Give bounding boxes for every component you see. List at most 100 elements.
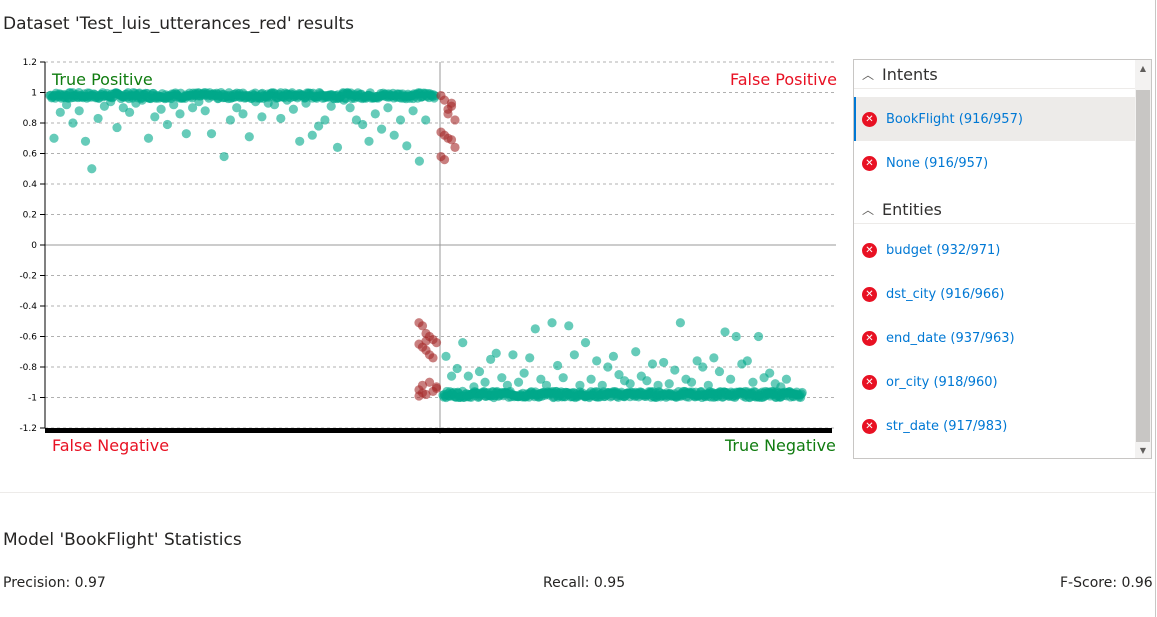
true-negative-point — [525, 353, 535, 363]
true-negative-point — [631, 347, 641, 357]
true-negative-point — [530, 324, 540, 334]
intent-item[interactable]: ✕ BookFlight (916/957) — [854, 97, 1135, 141]
false-negative-point — [431, 338, 442, 348]
entity-item[interactable]: ✕ str_date (917/983) — [854, 404, 1135, 448]
false-negative-point — [417, 321, 428, 331]
entity-item-label: end_date (937/963) — [886, 330, 1015, 346]
true-positive-point — [87, 164, 97, 174]
true-negative-point — [592, 356, 602, 366]
true-negative-point — [647, 359, 658, 369]
y-tick-label: 0.4 — [23, 180, 38, 190]
error-x-icon: ✕ — [862, 374, 877, 390]
y-tick-label: -0.2 — [19, 272, 37, 282]
entities-list: ✕ budget (932/971) ✕ dst_city (916/966) ✕ end… — [854, 228, 1135, 448]
true-positive-point — [99, 101, 109, 111]
scroll-down-icon[interactable]: ▼ — [1139, 445, 1147, 455]
intent-item[interactable]: ✕ None (916/957) — [854, 141, 1135, 185]
recall-stat: Recall: 0.95 — [543, 575, 626, 591]
true-negative-point — [742, 356, 752, 366]
false-negative-point — [421, 336, 431, 346]
false-positive-point — [450, 115, 460, 125]
true-positive-point — [408, 106, 418, 116]
true-negative-point — [564, 321, 574, 331]
entity-item[interactable]: ✕ dst_city (916/966) — [854, 272, 1135, 316]
true-negative-point — [603, 362, 613, 372]
quadrant-label-true-negative: True Negative — [725, 436, 836, 455]
true-negative-point — [709, 353, 719, 363]
true-negative-point — [519, 368, 529, 378]
true-negative-point — [513, 377, 524, 387]
quadrant-label-true-positive: True Positive — [52, 70, 153, 89]
scatter-chart: 1.2 1 0.8 0.6 0.4 0.2 0 -0.2 -0.4 -0.6 -0.8 -1 -1.2 … — [0, 52, 850, 462]
true-positive-point — [62, 100, 72, 110]
true-positive-point — [225, 115, 235, 125]
chart-svg: 1.2 1 0.8 0.6 0.4 0.2 0 -0.2 -0.4 -0.6 -0.8 -1 -1.2 — [19, 58, 836, 434]
false-negative-point — [414, 391, 424, 401]
true-positive-point — [188, 103, 198, 113]
true-positive-point — [125, 107, 135, 117]
true-positive-point — [364, 136, 374, 146]
true-positive-point — [295, 136, 305, 146]
y-tick-label: 1.2 — [23, 58, 37, 68]
true-negative-point — [597, 380, 607, 390]
true-positive-point — [49, 133, 59, 143]
intents-header-label: Intents — [882, 64, 938, 84]
true-positive-point — [219, 151, 229, 162]
true-positive-point — [345, 103, 355, 113]
entity-item-label: budget (932/971) — [886, 242, 1001, 258]
panel-scrollbar[interactable]: ▲ ▼ — [1135, 60, 1151, 458]
true-negative-point — [653, 380, 663, 390]
entity-item[interactable]: ✕ budget (932/971) — [854, 228, 1135, 272]
intents-group-header[interactable]: ︿ Intents — [854, 60, 1135, 89]
true-positive-point — [288, 104, 298, 114]
true-positive-point — [301, 98, 311, 108]
true-negative-point — [508, 350, 518, 360]
fscore-stat: F-Score: 0.96 — [1060, 575, 1153, 591]
false-positive-point — [443, 109, 453, 119]
entities-header-label: Entities — [882, 199, 942, 219]
true-positive-point — [377, 124, 387, 134]
scrollbar-thumb[interactable] — [1136, 90, 1150, 442]
error-x-icon: ✕ — [862, 418, 877, 434]
true-negative-point — [474, 366, 485, 377]
entity-item-label: dst_city (916/966) — [886, 286, 1005, 302]
true-positive-point — [257, 112, 267, 122]
true-negative-point — [714, 366, 725, 377]
true-negative-point — [580, 338, 591, 348]
true-positive-point — [395, 115, 406, 125]
precision-stat: Precision: 0.97 — [3, 575, 106, 591]
true-negative-point — [480, 377, 490, 387]
true-negative-point — [458, 338, 468, 348]
true-negative-point — [686, 377, 697, 387]
entity-item[interactable]: ✕ end_date (937/963) — [854, 316, 1135, 360]
models-panel: ︿ Intents ✕ BookFlight (916/957) ✕ None (91… — [853, 59, 1152, 459]
true-positive-point — [326, 101, 336, 111]
true-positive-point — [276, 113, 286, 124]
true-negative-point — [502, 380, 512, 390]
true-negative-point — [491, 348, 501, 358]
true-negative-point — [731, 331, 741, 342]
false-negative-point — [431, 382, 442, 392]
true-negative-point — [558, 373, 568, 383]
entities-group-header[interactable]: ︿ Entities — [854, 195, 1135, 224]
entity-item[interactable]: ✕ or_city (918/960) — [854, 360, 1135, 404]
true-negative-point — [625, 379, 635, 389]
true-positive-point — [307, 130, 317, 140]
true-negative-point — [659, 357, 669, 368]
true-negative-point — [497, 373, 507, 383]
true-negative-point — [720, 327, 730, 337]
false-negative-point — [417, 380, 428, 390]
intent-item-label: BookFlight (916/957) — [886, 111, 1023, 127]
scroll-up-icon[interactable]: ▲ — [1139, 63, 1147, 73]
true-negative-point — [586, 374, 596, 384]
true-negative-point — [703, 380, 713, 390]
true-negative-point — [698, 362, 708, 372]
true-positive-point — [206, 129, 217, 139]
true-positive-point — [175, 109, 185, 119]
true-positive-point — [389, 130, 399, 140]
y-tick-label: 1 — [31, 89, 37, 99]
section-divider — [0, 492, 1155, 493]
true-negative-point — [452, 363, 462, 374]
y-tick-label: -1.2 — [19, 424, 37, 434]
true-positive-point — [93, 113, 103, 124]
